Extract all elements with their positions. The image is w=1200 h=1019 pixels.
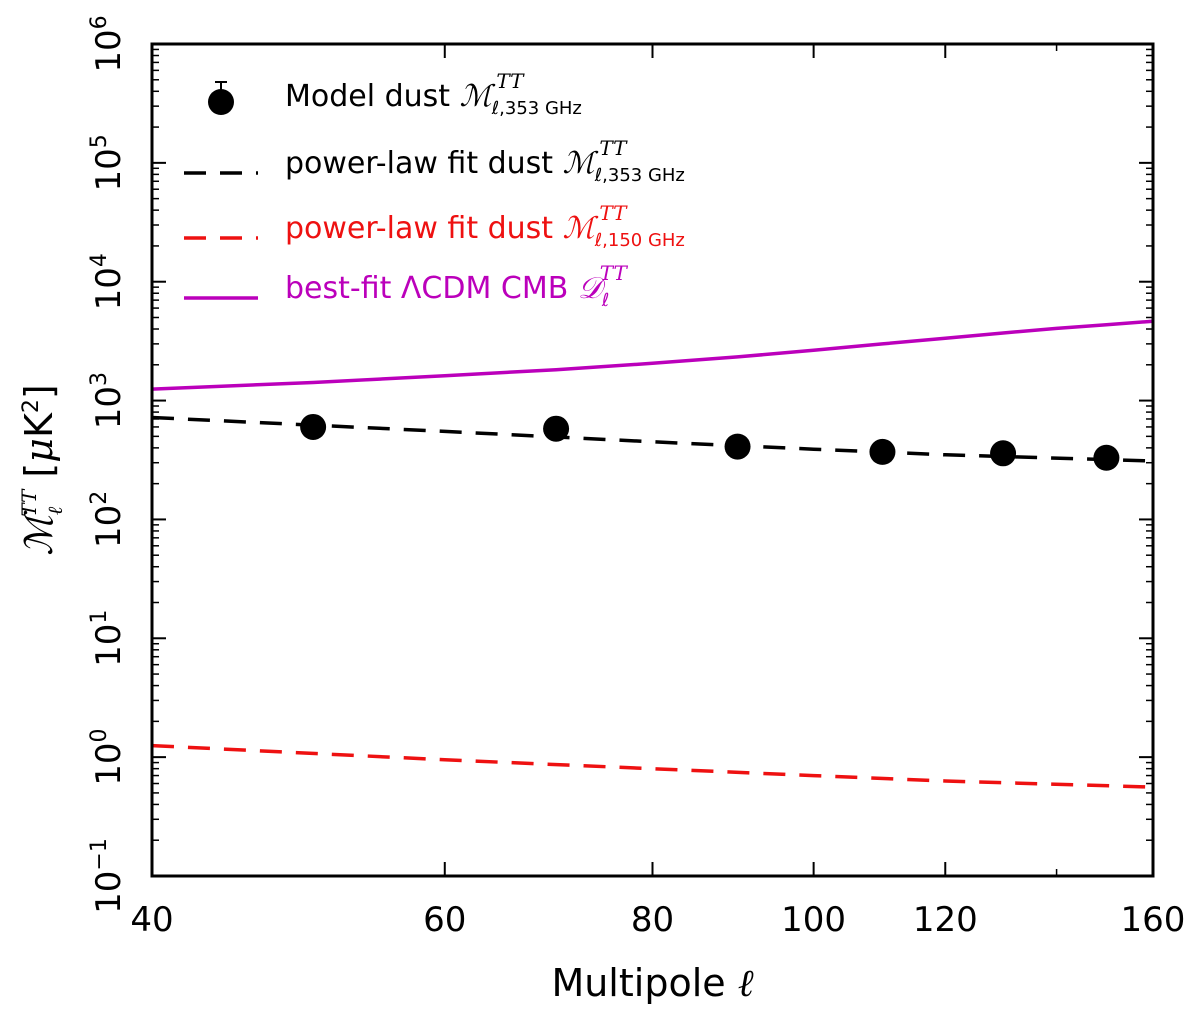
y-tick-label: 103 bbox=[87, 372, 129, 429]
series-line-4 bbox=[152, 319, 1153, 391]
legend-entry-label: power-law fit dust ℳℓ,353 GHzTT bbox=[285, 136, 685, 186]
axis-ticks bbox=[151, 43, 1154, 877]
y-tick-label: 102 bbox=[87, 491, 129, 548]
x-tick-labels: 40 60 80 100 120 160 bbox=[130, 900, 1185, 940]
y-tick-label: 10−1 bbox=[87, 838, 129, 914]
x-tick-label: 40 bbox=[130, 900, 173, 940]
x-tick-label: 160 bbox=[1121, 900, 1186, 940]
chart-marks bbox=[152, 319, 1153, 789]
data-point bbox=[300, 413, 327, 440]
y-tick-label: 104 bbox=[87, 253, 129, 310]
y-axis-label: ℳℓTT [μK2] bbox=[17, 384, 67, 555]
x-tick-label: 60 bbox=[423, 900, 466, 940]
y-tick-labels: 10−1 100 101 102 103 104 105 106 bbox=[87, 15, 129, 913]
legend: Model dust ℳℓ,353 GHzTT power-law fit dus… bbox=[184, 69, 685, 311]
x-tick-label: 80 bbox=[631, 900, 674, 940]
legend-entry-label: power-law fit dust ℳℓ,150 GHzTT bbox=[285, 201, 685, 251]
series-line-3 bbox=[152, 743, 1153, 789]
legend-entry-label: Model dust ℳℓ,353 GHzTT bbox=[285, 69, 582, 119]
x-tick-label: 100 bbox=[781, 900, 846, 940]
y-tick-label: 100 bbox=[87, 729, 129, 786]
x-axis-label: Multipole ℓ bbox=[551, 961, 753, 1005]
y-tick-label: 106 bbox=[87, 15, 129, 72]
y-tick-label: 101 bbox=[87, 610, 129, 667]
data-point bbox=[1093, 444, 1120, 471]
legend-entry-label: best-fit ΛCDM CMB 𝒟ℓTT bbox=[285, 261, 628, 311]
data-point bbox=[990, 440, 1017, 467]
legend-marker-icon bbox=[208, 89, 234, 115]
y-tick-label: 105 bbox=[87, 134, 129, 191]
x-tick-label: 120 bbox=[913, 900, 978, 940]
series-line-2 bbox=[152, 415, 1153, 463]
